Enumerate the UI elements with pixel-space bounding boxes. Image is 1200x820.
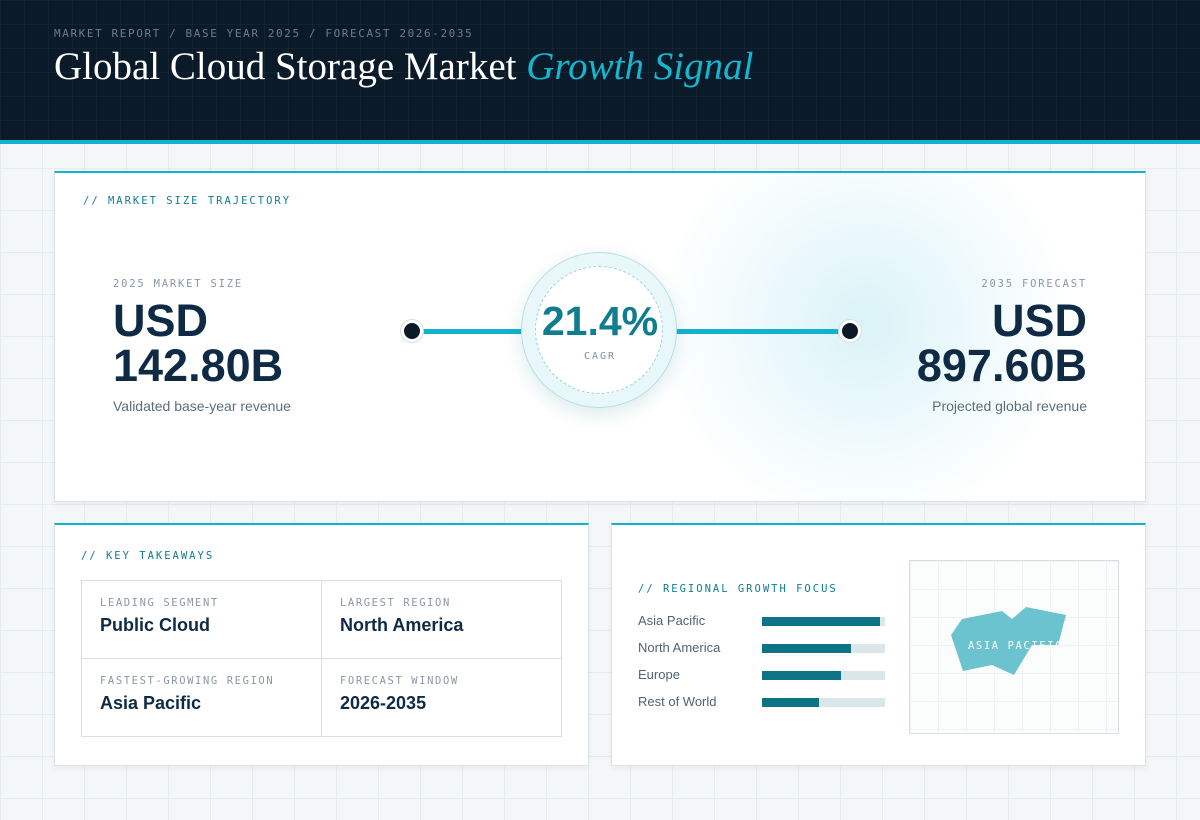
region-row-asia-pacific: Asia Pacific (638, 613, 888, 629)
takeaway-label: FASTEST-GROWING REGION (100, 675, 275, 687)
takeaway-leading-segment: LEADING SEGMENT Public Cloud (82, 581, 322, 659)
region-bar-track (762, 617, 885, 626)
start-label: 2025 MARKET SIZE (113, 278, 243, 290)
takeaway-value: 2026-2035 (340, 693, 427, 713)
region-name: North America (638, 640, 721, 655)
region-name: Europe (638, 667, 680, 682)
takeaway-label: LARGEST REGION (340, 597, 451, 609)
section-label: // MARKET SIZE TRAJECTORY (83, 195, 292, 207)
takeaway-value: North America (340, 615, 464, 635)
key-takeaways-card: // KEY TAKEAWAYS LEADING SEGMENT Public … (54, 523, 589, 766)
end-label: 2035 FORECAST (981, 278, 1087, 290)
report-header: MARKET REPORT / BASE YEAR 2025 / FORECAS… (0, 0, 1200, 144)
region-row-rest-of-world: Rest of World (638, 694, 888, 710)
cagr-badge: 21.4% CAGR (521, 252, 677, 408)
takeaway-value: Public Cloud (100, 615, 210, 635)
region-bar-track (762, 671, 885, 680)
takeaway-fastest-growing-region: FASTEST-GROWING REGION Asia Pacific (82, 659, 322, 737)
takeaway-label: LEADING SEGMENT (100, 597, 219, 609)
end-value-amount: 897.60B (916, 340, 1087, 391)
region-bar-track (762, 644, 885, 653)
region-name: Rest of World (638, 694, 717, 709)
region-bar-fill (762, 644, 851, 653)
grid-divider (82, 658, 561, 659)
trajectory-line-left (423, 329, 533, 334)
region-name: Asia Pacific (638, 613, 706, 628)
start-value-amount: 142.80B (113, 340, 284, 391)
title-accent: Growth Signal (526, 45, 754, 88)
region-bar-track (762, 698, 885, 707)
region-map: ASIA PACIFIC (909, 560, 1119, 734)
region-bar-fill (762, 617, 881, 626)
region-row-north-america: North America (638, 640, 888, 656)
cagr-label: CAGR (583, 351, 617, 362)
background-glow (655, 173, 1075, 501)
asia-pacific-map-icon (951, 607, 1066, 675)
page-title: Global Cloud Storage Market Growth Signa… (54, 44, 753, 89)
start-value-currency: USD (113, 295, 209, 346)
market-size-trajectory-card: // MARKET SIZE TRAJECTORY 2025 MARKET SI… (54, 171, 1146, 502)
start-marker (401, 320, 423, 342)
regional-growth-focus-card: // REGIONAL GROWTH FOCUS Asia Pacific No… (611, 523, 1146, 766)
start-description: Validated base-year revenue (113, 398, 291, 414)
section-label: // KEY TAKEAWAYS (81, 550, 215, 562)
cagr-value: 21.4% (541, 298, 659, 344)
takeaway-value: Asia Pacific (100, 693, 202, 713)
takeaway-label: FORECAST WINDOW (340, 675, 459, 687)
region-row-europe: Europe (638, 667, 888, 683)
end-description: Projected global revenue (932, 398, 1087, 414)
region-bar-fill (762, 671, 841, 680)
takeaway-largest-region: LARGEST REGION North America (322, 581, 562, 659)
map-label: ASIA PACIFIC (968, 640, 1064, 652)
trajectory-line-right (665, 329, 841, 334)
takeaway-forecast-window: FORECAST WINDOW 2026-2035 (322, 659, 562, 737)
section-label: // REGIONAL GROWTH FOCUS (638, 583, 838, 595)
breadcrumb: MARKET REPORT / BASE YEAR 2025 / FORECAS… (54, 27, 474, 40)
end-value-currency: USD (991, 295, 1087, 346)
end-marker (839, 320, 861, 342)
cagr-inner-ring (535, 266, 663, 394)
title-main: Global Cloud Storage Market (54, 45, 517, 88)
takeaways-grid: LEADING SEGMENT Public Cloud LARGEST REG… (81, 580, 562, 737)
region-bar-fill (762, 698, 819, 707)
